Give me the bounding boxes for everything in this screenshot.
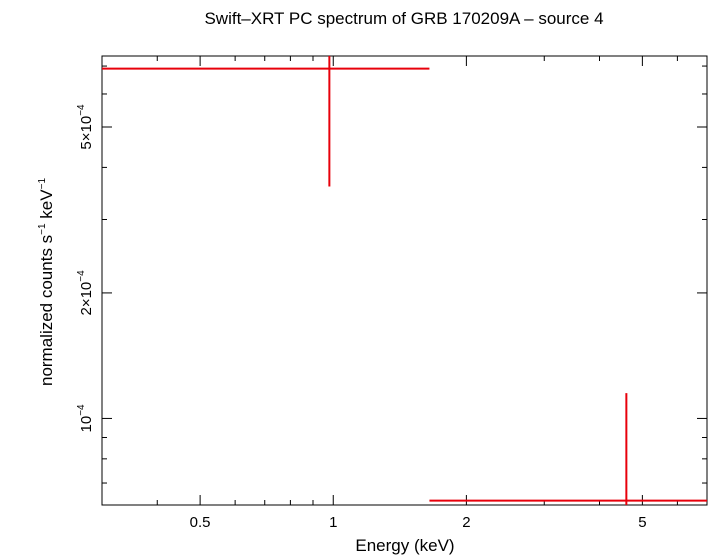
y-axis-label-sup-2: −1 — [37, 178, 48, 190]
y-tick-label: 10−4 — [76, 404, 95, 433]
y-axis-label-sup-1: −1 — [37, 223, 48, 235]
data-point-1 — [102, 56, 430, 187]
axis-ticks — [101, 56, 708, 505]
y-axis-label-text-2: keV — [37, 189, 56, 224]
x-tick-label: 2 — [462, 514, 470, 531]
chart-title: Swift–XRT PC spectrum of GRB 170209A – s… — [204, 9, 603, 28]
data-points — [102, 56, 707, 505]
tick-labels: 0.5 1 2 5 10−4 2×10−4 5×10−4 — [76, 104, 647, 531]
y-axis-label-text-1: normalized counts s — [37, 235, 56, 386]
plot-frame — [101, 55, 708, 506]
x-tick-label: 0.5 — [190, 514, 211, 531]
data-point-2 — [429, 393, 707, 505]
y-tick-label: 5×10−4 — [76, 104, 95, 150]
x-axis-label: Energy (keV) — [355, 536, 454, 555]
x-tick-label: 1 — [329, 514, 337, 531]
x-tick-label: 5 — [638, 514, 646, 531]
y-axis-label: normalized counts s−1 keV−1 — [37, 178, 56, 386]
y-tick-label: 2×10−4 — [76, 270, 95, 316]
